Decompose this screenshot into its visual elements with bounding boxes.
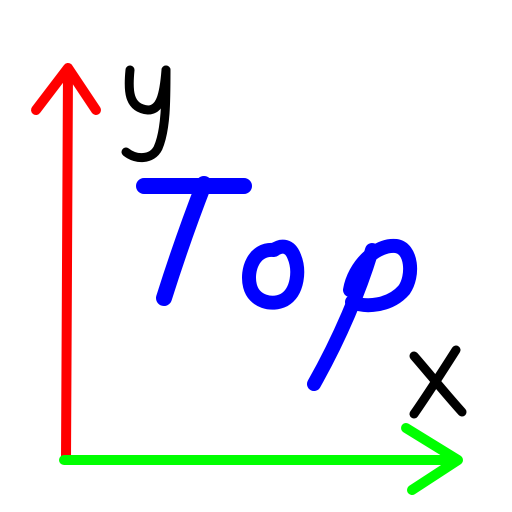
y-axis-arrowhead	[31, 63, 101, 115]
letter-p-bowl	[343, 238, 418, 313]
x-axis-arrowhead	[401, 423, 463, 495]
top-word-drawing	[136, 176, 418, 391]
y-axis-line	[61, 65, 73, 465]
x-axis	[59, 423, 463, 495]
y-axis-label	[121, 65, 171, 162]
letter-o	[242, 239, 305, 310]
y-axis	[31, 63, 101, 465]
letter-t-stem	[156, 176, 212, 306]
x-axis-label	[409, 345, 467, 419]
